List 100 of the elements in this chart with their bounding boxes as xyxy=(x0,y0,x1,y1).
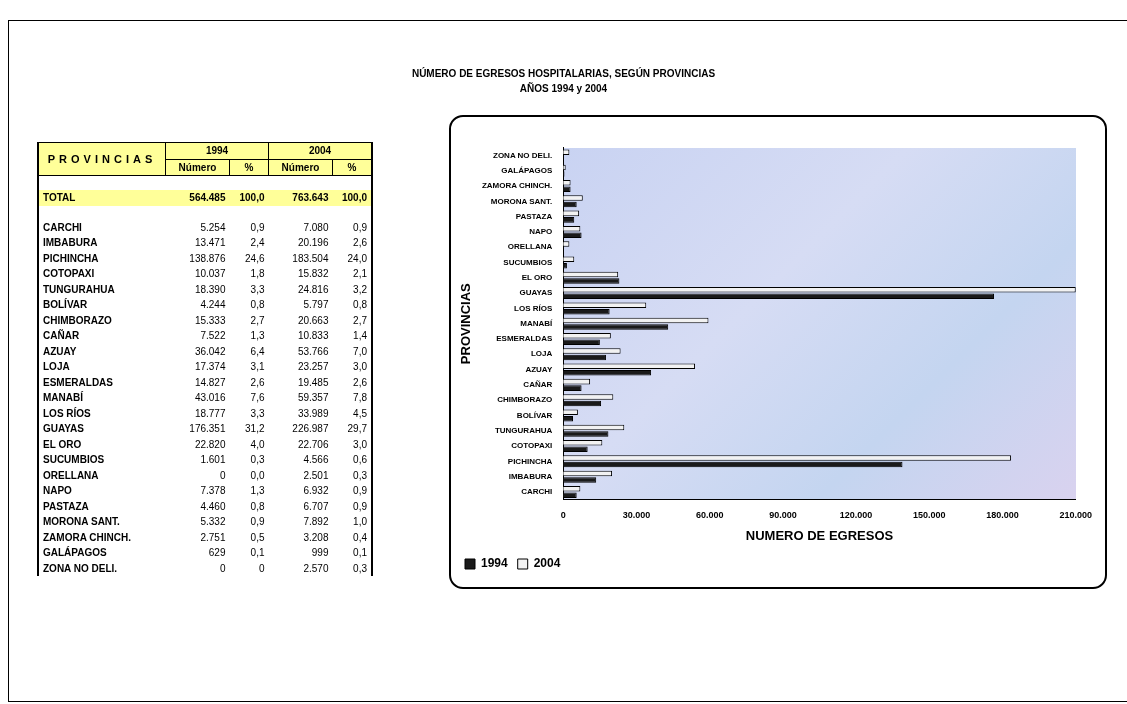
x-tick-label: 60.000 xyxy=(695,510,724,521)
y-tick-label: SUCUMBIOS xyxy=(503,257,553,267)
category-label: MANABÍ xyxy=(42,390,84,406)
y-tick-label: EL ORO xyxy=(521,273,553,283)
category-label: SUCUMBIOS xyxy=(42,453,106,468)
data-label: 2.570 xyxy=(302,561,330,576)
y-axis-title: PROVINCIAS xyxy=(458,282,474,365)
data-label: 20.196 xyxy=(296,236,330,251)
data-label: 2,7 xyxy=(352,313,368,328)
category-label: PASTAZA xyxy=(42,499,90,514)
data-label: 3,3 xyxy=(249,282,266,297)
category-label: ZONA NO DELI. xyxy=(42,561,119,576)
data-label: 7.378 xyxy=(199,484,227,499)
data-label: 2,6 xyxy=(249,375,266,390)
y-tick-label: GUAYAS xyxy=(519,288,553,298)
y-tick-label: COTOPAXI xyxy=(511,441,553,451)
data-label: 19.485 xyxy=(296,375,330,390)
legend-label: Número xyxy=(165,159,230,176)
y-tick-label: MORONA SANT. xyxy=(490,196,553,206)
data-label: 0,4 xyxy=(352,530,368,545)
x-tick-label: 0 xyxy=(560,510,566,521)
data-label: 7.892 xyxy=(302,515,330,530)
series-label: % xyxy=(332,159,372,176)
data-label: 4,5 xyxy=(352,406,368,421)
data-label: 24,0 xyxy=(346,251,368,266)
data-label: 4.244 xyxy=(199,298,227,313)
data-label: 6.932 xyxy=(302,484,330,499)
category-label: BOLÍVAR xyxy=(42,297,89,313)
data-label: 36.042 xyxy=(193,344,227,359)
y-tick-label: CAÑAR xyxy=(523,380,553,390)
data-label: 29,7 xyxy=(346,422,368,437)
y-tick-label: AZUAY xyxy=(525,364,553,374)
data-label: 2.501 xyxy=(302,468,330,483)
data-label: 176.351 xyxy=(188,422,227,437)
data-label: 43.016 xyxy=(193,391,227,406)
data-label: 0,9 xyxy=(352,499,368,514)
data-label: 59.357 xyxy=(296,391,330,406)
category-label: ESMERALDAS xyxy=(42,375,114,390)
data-label: 629 xyxy=(207,546,227,561)
data-label: 31,2 xyxy=(244,422,266,437)
category-label: LOS RÍOS xyxy=(42,406,92,421)
y-tick-label: LOS RÍOS xyxy=(514,303,553,313)
data-label: 3,2 xyxy=(352,282,368,297)
data-label: 3.208 xyxy=(302,530,330,545)
x-tick-label: 210.000 xyxy=(1059,510,1093,521)
data-label: 0,5 xyxy=(249,530,266,545)
y-tick-label: CHIMBORAZO xyxy=(497,395,553,405)
data-label: 6,4 xyxy=(249,344,266,359)
data-label: 7,0 xyxy=(352,344,368,359)
category-label: NAPO xyxy=(42,484,73,499)
data-label: 10.833 xyxy=(296,329,330,344)
category-label: TUNGURAHUA xyxy=(42,282,116,297)
data-label: 2,6 xyxy=(352,236,368,251)
data-label: 0,3 xyxy=(352,468,368,483)
y-tick-label: ESMERALDAS xyxy=(496,334,553,344)
data-label: 4,0 xyxy=(249,437,266,452)
data-label: 0,8 xyxy=(249,499,266,514)
data-label: 3,3 xyxy=(249,406,266,421)
data-label: 183.504 xyxy=(291,251,330,266)
data-label: 0,9 xyxy=(352,484,368,499)
chart-title: NÚMERO DE EGRESOS HOSPITALARIAS, SEGÚN PROVINCIAS xyxy=(410,66,717,81)
data-label: 2,1 xyxy=(352,267,368,282)
data-label: 0 xyxy=(218,561,227,576)
data-label: 24.816 xyxy=(296,282,330,297)
data-label: 5.797 xyxy=(302,298,330,313)
data-label: 226.987 xyxy=(291,422,330,437)
data-label: 2.751 xyxy=(199,530,227,545)
category-label: PICHINCHA xyxy=(42,251,100,266)
data-label: 0,1 xyxy=(352,546,368,561)
data-label: 0,0 xyxy=(249,468,266,483)
category-label: ORELLANA xyxy=(42,468,100,483)
data-label: 0 xyxy=(218,468,227,483)
x-tick-label: 180.000 xyxy=(986,510,1019,521)
data-label: 763.643 xyxy=(268,190,333,206)
y-tick-label: IMBABURA xyxy=(508,471,553,481)
data-label: 15.832 xyxy=(296,267,330,282)
y-tick-label: NAPO xyxy=(529,227,553,237)
data-label: 999 xyxy=(310,546,330,561)
data-label: 564.485 xyxy=(165,190,230,206)
text: PROVINCIAS xyxy=(38,142,166,176)
data-label: 22.820 xyxy=(193,437,227,452)
data-label: 0 xyxy=(257,561,266,576)
category-label: TOTAL xyxy=(38,190,166,206)
category-label: COTOPAXI xyxy=(42,267,96,282)
data-label: 0,3 xyxy=(249,453,266,468)
y-tick-label: BOLÍVAR xyxy=(516,410,553,420)
data-label: 24,6 xyxy=(244,251,266,266)
data-label: 1.601 xyxy=(199,453,227,468)
data-label: 0,9 xyxy=(249,515,266,530)
x-axis-title: NUMERO DE EGRESOS xyxy=(745,527,894,543)
data-label: 7,6 xyxy=(249,391,266,406)
data-label: 1,8 xyxy=(249,267,266,282)
x-tick-label: 150.000 xyxy=(913,510,946,521)
y-tick-label: GALÁPAGOS xyxy=(501,165,553,175)
data-label: 0,9 xyxy=(352,220,368,235)
data-label: 0,3 xyxy=(352,561,368,576)
data-label: 4.566 xyxy=(302,453,330,468)
data-label: 20.663 xyxy=(296,313,330,328)
data-label: 1,3 xyxy=(249,329,266,344)
data-label: 13.471 xyxy=(193,236,227,251)
